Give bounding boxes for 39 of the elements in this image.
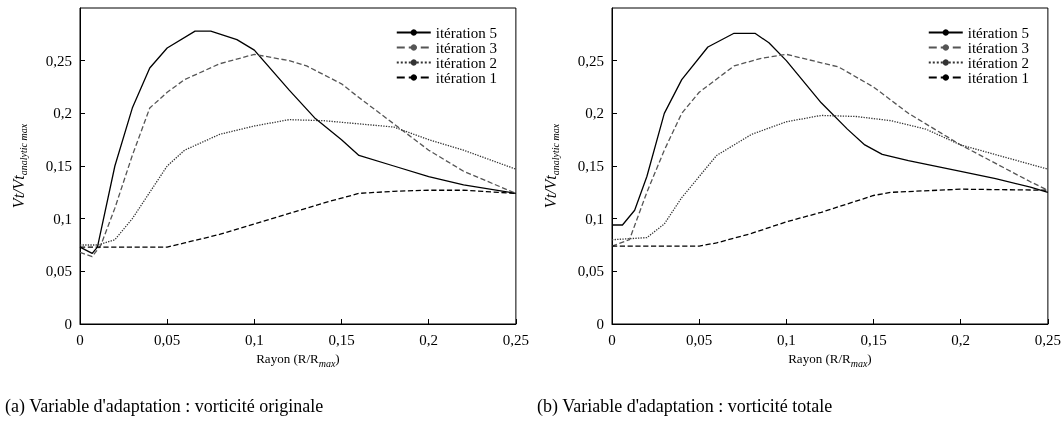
line-series xyxy=(611,53,1049,247)
line-series xyxy=(79,119,517,246)
legend-label: itération 1 xyxy=(435,69,497,86)
legend-label: itération 1 xyxy=(967,69,1029,86)
x-tick-label: 0,2 xyxy=(419,331,439,348)
text: (a) Variable d'adaptation : vorticité originale xyxy=(5,396,324,417)
x-tick-label: 0,2 xyxy=(951,331,971,348)
y-tick-label: 0,1 xyxy=(585,210,604,227)
legend-label: itération 2 xyxy=(967,54,1029,71)
x-tick-label: 0,25 xyxy=(1034,331,1061,348)
x-tick-label: 0 xyxy=(608,331,616,348)
line-series xyxy=(611,114,1049,241)
x-tick-label: 0,15 xyxy=(328,331,355,348)
y-tick-label: 0,2 xyxy=(585,105,604,122)
legend-label: itération 3 xyxy=(435,39,497,56)
text: (b) Variable d'adaptation : vorticité totale xyxy=(537,396,833,417)
x-tick-label: 0,05 xyxy=(686,331,713,348)
x-tick-label: 0,1 xyxy=(776,331,796,348)
y-tick-label: 0 xyxy=(596,316,604,332)
legend-label: itération 3 xyxy=(967,39,1029,56)
legend-label: itération 2 xyxy=(435,54,497,71)
y-tick-label: 0,15 xyxy=(45,158,72,174)
x-tick-label: 0,1 xyxy=(244,331,264,348)
y-tick-label: 0,05 xyxy=(577,263,604,280)
y-tick-label: 0,1 xyxy=(53,210,72,227)
y-tick-label: 0,05 xyxy=(45,263,72,280)
y-tick-label: 0 xyxy=(64,316,72,332)
legend-label: itération 5 xyxy=(435,24,497,41)
y-tick-label: 0,25 xyxy=(45,52,72,69)
legend-label: itération 5 xyxy=(967,24,1029,41)
y-tick-label: 0,15 xyxy=(577,158,604,174)
x-tick-label: 0 xyxy=(76,331,84,348)
x-tick-label: 0,15 xyxy=(860,331,887,348)
y-axis-title: Vt/Vtanalytic max xyxy=(541,123,561,209)
x-tick-label: 0,05 xyxy=(154,331,181,348)
y-tick-label: 0,2 xyxy=(53,105,72,122)
y-tick-label: 0,25 xyxy=(577,52,604,69)
x-tick-label: 0,25 xyxy=(502,331,529,348)
y-axis-title: Vt/Vtanalytic max xyxy=(9,123,29,209)
